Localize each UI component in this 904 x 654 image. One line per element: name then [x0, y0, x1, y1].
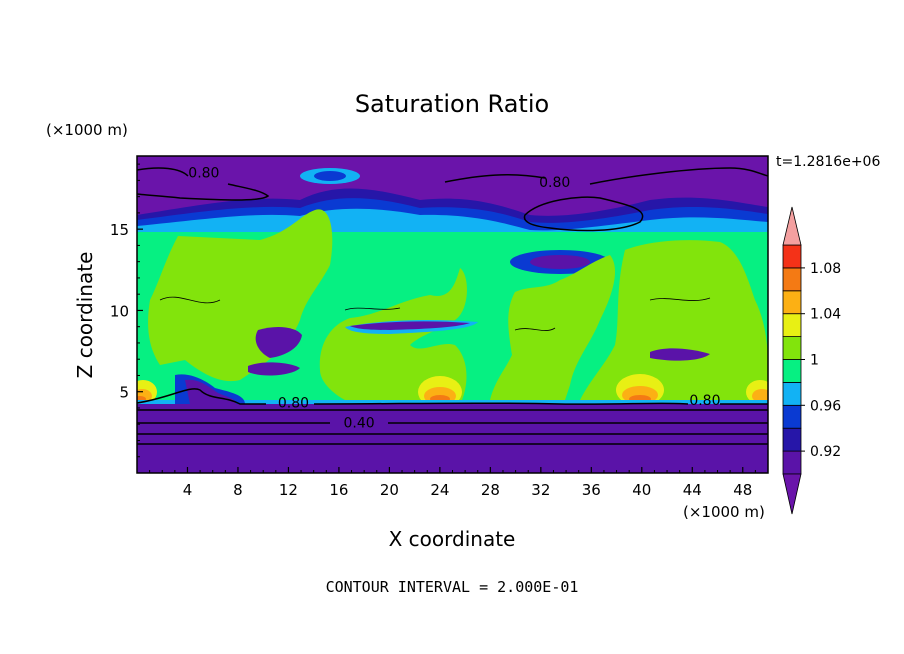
colorbar-tick-label: 1.08	[810, 261, 841, 277]
x-tick-label: 28	[481, 481, 500, 499]
x-tick-label: 24	[430, 481, 449, 499]
colorbar-above-triangle	[782, 206, 802, 246]
colorbar-tick-label: 1	[810, 353, 819, 369]
x-tick-label: 8	[233, 481, 243, 499]
colorbar-bin	[782, 404, 802, 429]
contour-lines	[137, 167, 768, 445]
contour-label: 0.40	[344, 416, 375, 432]
x-unit-label: (×1000 m)	[683, 503, 765, 521]
colorbar-bin	[782, 336, 802, 360]
x-tick-label: 32	[531, 481, 550, 499]
field-lime-east	[580, 240, 768, 400]
y-tick-label: 5	[119, 384, 129, 402]
contour-label: 0.80	[689, 393, 720, 409]
x-tick-label: 40	[632, 481, 651, 499]
colorbar-bin	[782, 359, 802, 383]
field-lime-middle	[490, 255, 616, 400]
contour-label: 0.80	[278, 395, 309, 411]
contour-base-upper	[137, 388, 768, 405]
y-tick-label: 15	[110, 221, 129, 239]
contour-labels: 0.80 0.80 0.80 0.80 0.40	[188, 165, 720, 431]
colorbar: 0.92 0.96 1 1.04 1.08	[782, 206, 841, 515]
contour-upper-right	[444, 167, 768, 185]
field-dry-pocket-top-core	[314, 171, 346, 181]
colorbar-tick-label: 0.96	[810, 398, 841, 414]
y-axis-label: Z coordinate	[73, 252, 97, 379]
field-streak-2	[255, 327, 302, 358]
field-base-transition	[137, 400, 768, 404]
field-streak-1-core	[350, 321, 470, 330]
colorbar-bin	[782, 244, 802, 269]
x-tick-label: 16	[329, 481, 348, 499]
contour-label: 0.80	[539, 175, 570, 191]
y-unit-label: (×1000 m)	[46, 121, 128, 139]
x-axis-label: X coordinate	[389, 527, 516, 551]
field-lower-layer	[137, 404, 768, 473]
core-48-orange	[752, 389, 768, 403]
colorbar-bin	[782, 381, 802, 406]
field-lime-center	[319, 268, 467, 400]
x-axis: 4 8 12 16 20 24 28 32 36 40 44 48	[149, 467, 756, 499]
y-axis: 5 10 15	[110, 163, 143, 458]
contour-mid-cloud	[159, 296, 711, 331]
colorbar-bin	[782, 450, 802, 475]
field-streak-4	[650, 348, 710, 361]
x-tick-label: 4	[183, 481, 193, 499]
field-streak-3	[248, 362, 300, 376]
colorbar-below-triangle	[782, 473, 802, 515]
x-tick-label: 36	[582, 481, 601, 499]
colorbar-bin	[782, 290, 802, 315]
contour-label: 0.80	[188, 165, 219, 181]
colorbar-bin	[782, 313, 802, 338]
colorbar-bin	[782, 267, 802, 292]
y-tick-label: 10	[110, 302, 129, 320]
colorbar-tick-label: 1.04	[810, 307, 841, 323]
field-base-turbulence-core	[185, 379, 237, 404]
colorbar-tick-label: 0.92	[810, 444, 841, 460]
chart-title: Saturation Ratio	[355, 90, 549, 118]
field-dry-pocket-core	[530, 255, 590, 269]
contour-upper-left	[137, 167, 270, 201]
x-tick-label: 48	[733, 481, 752, 499]
contour-interval-note: CONTOUR INTERVAL = 2.000E-01	[326, 578, 579, 596]
contour-upper-loop	[523, 196, 644, 232]
x-tick-label: 20	[380, 481, 399, 499]
x-tick-label: 44	[683, 481, 702, 499]
time-label: t=1.2816e+06	[776, 154, 880, 170]
colorbar-bin	[782, 427, 802, 452]
saturation-field: 0.80 0.80 0.80 0.80 0.40	[137, 156, 768, 473]
x-tick-label: 12	[279, 481, 298, 499]
